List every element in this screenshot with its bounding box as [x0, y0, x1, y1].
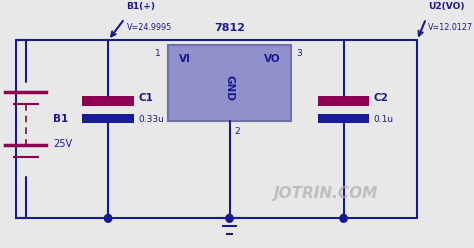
Bar: [318, 114, 369, 124]
Text: 0.1u: 0.1u: [374, 115, 394, 124]
Text: B1: B1: [53, 115, 68, 124]
Bar: [82, 114, 134, 124]
Text: 2: 2: [234, 127, 240, 136]
Circle shape: [104, 214, 112, 222]
Text: 25V: 25V: [53, 139, 72, 149]
Text: 7812: 7812: [214, 23, 245, 32]
Text: B1(+): B1(+): [127, 2, 155, 11]
Text: U2(VO): U2(VO): [428, 2, 465, 11]
Text: C1: C1: [138, 93, 153, 103]
Text: V=12.0127: V=12.0127: [428, 23, 473, 31]
Bar: [82, 96, 134, 106]
Text: C2: C2: [374, 93, 389, 103]
Circle shape: [226, 214, 233, 222]
Text: VO: VO: [264, 54, 280, 64]
Text: 3: 3: [296, 49, 301, 58]
Text: V=24.9995: V=24.9995: [127, 23, 172, 31]
Bar: [318, 96, 369, 106]
Circle shape: [340, 214, 347, 222]
Text: 1: 1: [155, 49, 160, 58]
Text: 0.33u: 0.33u: [138, 115, 164, 124]
Text: GND: GND: [225, 75, 235, 101]
Text: JOTRIN.COM: JOTRIN.COM: [273, 186, 377, 201]
Bar: [168, 45, 292, 122]
Text: VI: VI: [179, 54, 191, 64]
